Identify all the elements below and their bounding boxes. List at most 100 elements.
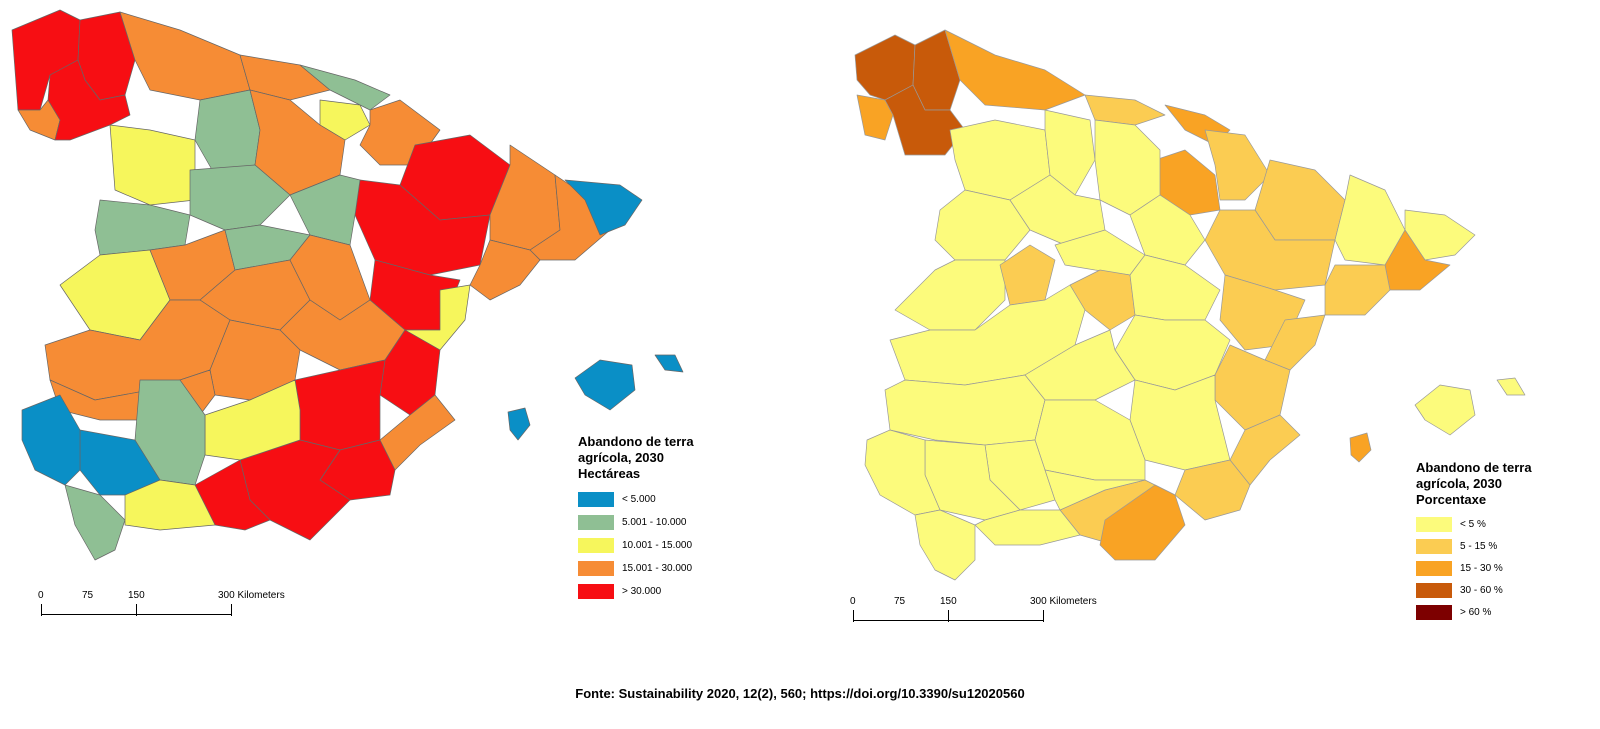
- right-legend-swatch: [1416, 582, 1452, 598]
- right-legend: Abandono de terra agrícola, 2030 Porcent…: [1416, 460, 1532, 623]
- right-legend-label: 30 - 60 %: [1460, 584, 1503, 596]
- region-asturias: [119, 11, 251, 101]
- region-asturias: [944, 29, 1086, 111]
- region-leon: [109, 124, 196, 206]
- right-legend-item: < 5 %: [1416, 513, 1532, 535]
- region-ibiza: [507, 407, 531, 441]
- left-legend-item: 10.001 - 15.000: [578, 534, 694, 557]
- region-navarra: [1204, 129, 1271, 201]
- left-scalebar-tick: [41, 604, 42, 616]
- right-legend-swatch: [1416, 516, 1452, 532]
- region-malaga: [974, 509, 1081, 546]
- left-legend-label: < 5.000: [622, 494, 656, 505]
- right-legend-label: 5 - 15 %: [1460, 540, 1498, 552]
- region-toledo: [209, 319, 301, 401]
- region-cantabria: [239, 54, 331, 101]
- right-legend-label: 15 - 30 %: [1460, 562, 1503, 574]
- left-legend-swatch: [578, 538, 614, 553]
- left-legend-swatch: [578, 584, 614, 599]
- left-legend-label: > 30.000: [622, 586, 662, 597]
- region-guadalajara: [1129, 254, 1221, 321]
- region-tarragona: [469, 239, 541, 301]
- right-legend-label: < 5 %: [1460, 518, 1486, 530]
- region-palencia: [194, 89, 261, 176]
- region-girona: [564, 179, 643, 236]
- right-scalebar-tick: [948, 610, 949, 622]
- right-legend-title-line-3: Porcentaxe: [1416, 492, 1487, 507]
- left-map-svg: [11, 9, 684, 561]
- right-legend-swatch: [1416, 604, 1452, 620]
- left-legend-swatch: [578, 561, 614, 576]
- right-map-svg: [854, 29, 1526, 581]
- region-menorca: [1496, 377, 1526, 396]
- left-legend-label: 10.001 - 15.000: [622, 540, 693, 551]
- left-legend-item: < 5.000: [578, 488, 694, 511]
- left-legend-item: 5.001 - 10.000: [578, 511, 694, 534]
- region-malaga: [124, 479, 216, 531]
- region-ciudad-real: [1034, 399, 1146, 481]
- left-legend-label: 15.001 - 30.000: [622, 563, 693, 574]
- region-tarragona: [1324, 264, 1391, 316]
- region-valladolid: [1009, 174, 1106, 246]
- region-menorca: [654, 354, 684, 373]
- region-avila: [999, 244, 1056, 306]
- right-scalebar-label-150: 150: [940, 596, 957, 607]
- region-castellon: [1264, 314, 1326, 371]
- right-scalebar-tick: [1043, 610, 1044, 622]
- region-cantabria: [1084, 94, 1166, 126]
- region-basque: [299, 64, 391, 111]
- region-ciudad-real: [204, 379, 301, 461]
- region-galicia-ourense: [47, 59, 131, 141]
- region-cadiz: [914, 509, 976, 581]
- left-legend-title-line-3: Hectáreas: [578, 466, 641, 481]
- region-zamora: [934, 189, 1031, 261]
- right-scalebar-label-75: 75: [894, 596, 906, 607]
- right-map: [845, 0, 1545, 600]
- source-caption: Fonte: Sustainability 2020, 12(2), 560; …: [575, 686, 1025, 701]
- left-scalebar-label-75: 75: [82, 590, 94, 601]
- right-legend-item: 30 - 60 %: [1416, 579, 1532, 601]
- right-legend-swatch: [1416, 560, 1452, 576]
- left-legend-item: 15.001 - 30.000: [578, 557, 694, 580]
- region-badajoz: [884, 374, 1046, 446]
- right-legend-item: 5 - 15 %: [1416, 535, 1532, 557]
- right-legend-item: > 60 %: [1416, 601, 1532, 623]
- region-ibiza: [1349, 432, 1372, 463]
- region-huesca: [1254, 159, 1346, 241]
- region-burgos: [1094, 119, 1161, 216]
- right-scalebar: 0 75 150 300 Kilometers: [850, 596, 1150, 626]
- left-legend-swatch: [578, 515, 614, 530]
- left-scalebar-tick: [231, 604, 232, 616]
- region-jaen: [1044, 469, 1146, 511]
- region-mallorca: [574, 359, 636, 411]
- left-scalebar: 0 75 150 300 Kilometers: [38, 590, 298, 620]
- left-scalebar-label-0: 0: [38, 590, 44, 601]
- right-legend-title-line-2: agrícola, 2030: [1416, 476, 1502, 491]
- right-scalebar-label-0: 0: [850, 596, 856, 607]
- region-salamanca: [894, 259, 1006, 331]
- left-legend-title-line-1: Abandono de terra: [578, 434, 694, 449]
- left-map: [0, 0, 740, 600]
- left-scalebar-label-150: 150: [128, 590, 145, 601]
- region-lleida: [1334, 174, 1406, 266]
- region-albacete: [1129, 374, 1231, 471]
- region-galicia-pontevedra: [856, 94, 894, 141]
- right-legend-label: > 60 %: [1460, 606, 1492, 618]
- right-legend-swatch: [1416, 538, 1452, 554]
- region-albacete: [294, 359, 386, 451]
- left-legend: Abandono de terra agrícola, 2030 Hectáre…: [578, 434, 694, 603]
- left-scalebar-label-300: 300 Kilometers: [218, 590, 285, 601]
- right-legend-item: 15 - 30 %: [1416, 557, 1532, 579]
- left-legend-label: 5.001 - 10.000: [622, 517, 687, 528]
- left-legend-title-line-2: agrícola, 2030: [578, 450, 664, 465]
- region-mallorca: [1414, 384, 1476, 436]
- left-legend-swatch: [578, 492, 614, 507]
- right-scalebar-label-300: 300 Kilometers: [1030, 596, 1097, 607]
- region-huelva: [21, 394, 81, 486]
- left-scalebar-tick: [136, 604, 137, 616]
- region-alava: [319, 99, 371, 141]
- right-scalebar-tick: [853, 610, 854, 622]
- left-legend-item: > 30.000: [578, 580, 694, 603]
- right-legend-title-line-1: Abandono de terra: [1416, 460, 1532, 475]
- region-cadiz: [64, 484, 126, 561]
